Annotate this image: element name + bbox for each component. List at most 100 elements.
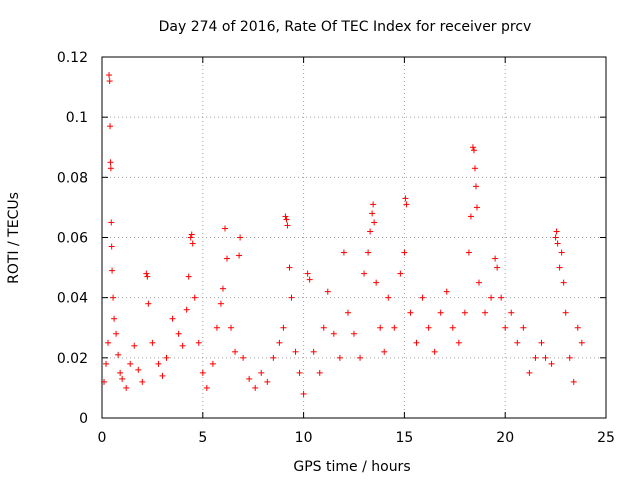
- data-point: [542, 354, 549, 361]
- data-point: [155, 360, 162, 367]
- data-point: [403, 201, 410, 208]
- data-point: [169, 315, 176, 322]
- scatter-points: [101, 72, 585, 397]
- data-point: [127, 360, 134, 367]
- data-point: [492, 255, 499, 262]
- data-point: [108, 219, 115, 226]
- data-point: [566, 354, 573, 361]
- data-point: [280, 324, 287, 331]
- data-point: [135, 366, 142, 373]
- data-point: [320, 324, 327, 331]
- data-point: [552, 234, 559, 241]
- data-point: [365, 249, 372, 256]
- data-point: [179, 342, 186, 349]
- data-point: [538, 339, 545, 346]
- data-point: [284, 222, 291, 229]
- data-point: [105, 339, 112, 346]
- data-point: [240, 354, 247, 361]
- data-point: [548, 360, 555, 367]
- data-point: [296, 369, 303, 376]
- data-point: [113, 330, 120, 337]
- data-point: [107, 123, 114, 130]
- x-tick-label: 10: [295, 430, 313, 446]
- data-point: [472, 183, 479, 190]
- data-point: [397, 270, 404, 277]
- data-point: [373, 279, 380, 286]
- data-point: [103, 360, 110, 367]
- data-point: [310, 348, 317, 355]
- data-point: [401, 249, 408, 256]
- data-point: [514, 339, 521, 346]
- x-tick-label: 15: [395, 430, 413, 446]
- x-axis-label: GPS time / hours: [293, 459, 410, 475]
- data-point: [482, 309, 489, 316]
- data-point: [188, 231, 195, 238]
- data-point: [107, 165, 114, 172]
- chart-title: Day 274 of 2016, Rate Of TEC Index for r…: [159, 19, 532, 35]
- data-point: [578, 339, 585, 346]
- y-tick-label: 0.1: [66, 110, 88, 126]
- data-point: [336, 354, 343, 361]
- data-point: [562, 309, 569, 316]
- data-point: [144, 273, 151, 280]
- data-point: [217, 300, 224, 307]
- data-point: [199, 369, 206, 376]
- data-point: [288, 294, 295, 301]
- data-point: [213, 324, 220, 331]
- y-tick-label: 0.04: [57, 291, 88, 307]
- data-point: [270, 354, 277, 361]
- data-point: [532, 354, 539, 361]
- data-point: [252, 384, 259, 391]
- data-point: [560, 279, 567, 286]
- data-point: [108, 243, 115, 250]
- data-point: [106, 78, 113, 85]
- data-point: [554, 240, 561, 247]
- data-point: [467, 213, 474, 220]
- data-point: [131, 342, 138, 349]
- data-point: [145, 300, 152, 307]
- y-tick-label: 0.08: [57, 170, 88, 186]
- data-point: [357, 354, 364, 361]
- data-point: [117, 369, 124, 376]
- data-point: [419, 294, 426, 301]
- data-point: [526, 369, 533, 376]
- data-point: [391, 324, 398, 331]
- data-point: [264, 378, 271, 385]
- data-point: [304, 270, 311, 277]
- data-point: [175, 330, 182, 337]
- data-point: [237, 234, 244, 241]
- data-point: [316, 369, 323, 376]
- data-point: [111, 315, 118, 322]
- y-tick-label: 0.02: [57, 351, 88, 367]
- data-point: [246, 375, 253, 382]
- data-point: [461, 309, 468, 316]
- data-point: [115, 351, 122, 358]
- data-point: [570, 378, 577, 385]
- data-point: [413, 339, 420, 346]
- data-point: [340, 249, 347, 256]
- data-point: [228, 324, 235, 331]
- data-point: [443, 288, 450, 295]
- data-point: [258, 369, 265, 376]
- grid-lines: [102, 57, 606, 418]
- y-axis-label: ROTI / TECUs: [6, 192, 22, 284]
- data-point: [107, 159, 114, 166]
- data-point: [437, 309, 444, 316]
- data-point: [488, 294, 495, 301]
- data-point: [123, 384, 130, 391]
- data-point: [502, 324, 509, 331]
- data-point: [425, 324, 432, 331]
- data-point: [119, 375, 126, 382]
- data-point: [558, 249, 565, 256]
- y-tick-label: 0.06: [57, 231, 88, 247]
- x-tick-label: 25: [597, 430, 615, 446]
- data-point: [475, 279, 482, 286]
- data-point: [282, 213, 289, 220]
- data-point: [344, 309, 351, 316]
- data-point: [367, 228, 374, 235]
- x-tick-label: 0: [98, 430, 107, 446]
- data-point: [385, 294, 392, 301]
- data-point: [465, 249, 472, 256]
- data-point: [574, 324, 581, 331]
